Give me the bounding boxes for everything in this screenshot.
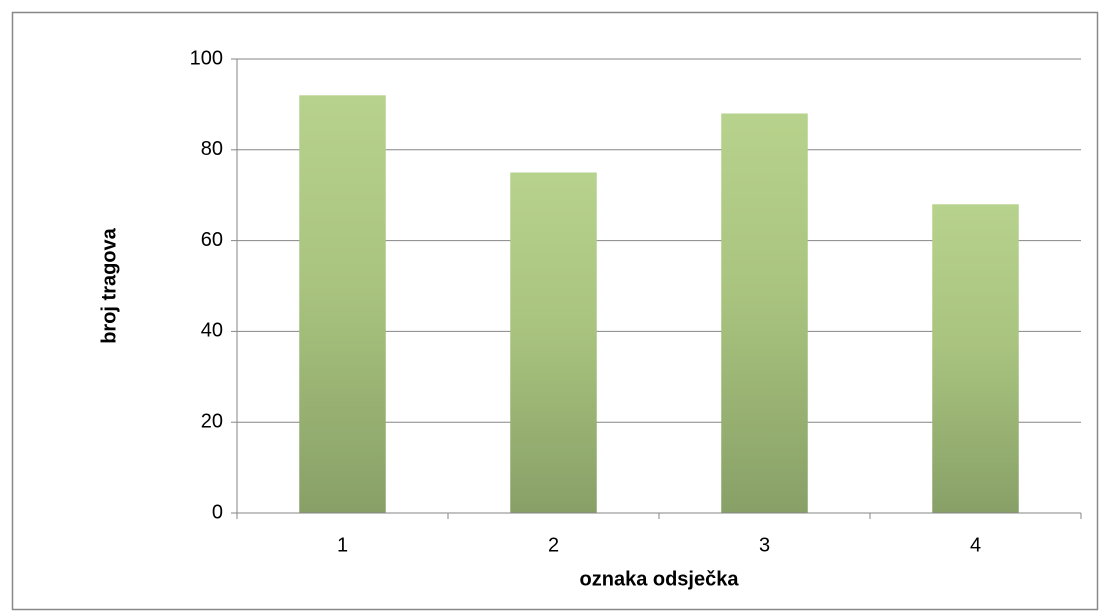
x-tick-label: 2 bbox=[548, 534, 559, 556]
y-tick-label: 100 bbox=[190, 47, 223, 69]
x-tick-label: 3 bbox=[759, 534, 770, 556]
x-tick-label: 4 bbox=[970, 534, 981, 556]
y-tick-label: 0 bbox=[212, 501, 223, 523]
y-tick-label: 40 bbox=[201, 320, 223, 342]
y-tick-label: 60 bbox=[201, 229, 223, 251]
y-tick-label: 80 bbox=[201, 138, 223, 160]
bar bbox=[510, 172, 597, 513]
x-tick-label: 1 bbox=[337, 534, 348, 556]
bar bbox=[299, 95, 386, 513]
bar bbox=[721, 113, 808, 513]
y-tick-label: 20 bbox=[201, 410, 223, 432]
x-axis-title: oznaka odsječka bbox=[580, 568, 740, 590]
y-axis-title: broj tragova bbox=[98, 227, 120, 343]
bar bbox=[932, 204, 1019, 513]
